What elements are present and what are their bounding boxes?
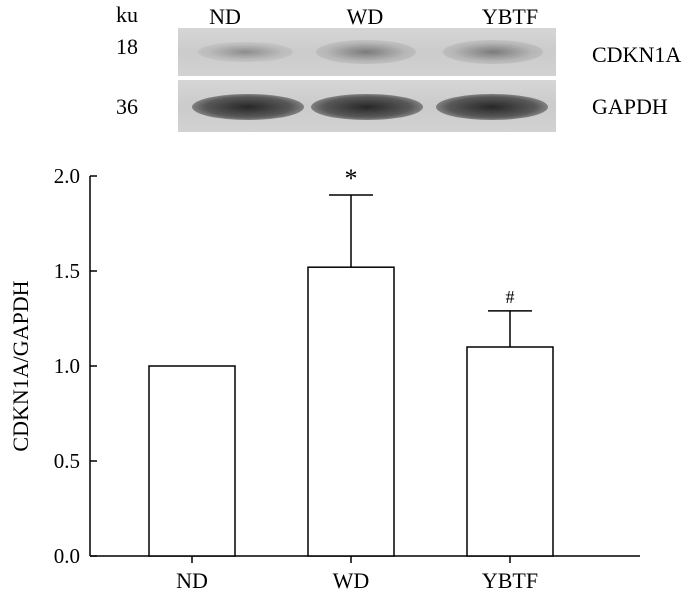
x-tick-label-wd: WD bbox=[333, 568, 370, 589]
blot-band-cdkn1a-nd bbox=[198, 42, 293, 62]
y-tick-label: 2.0 bbox=[54, 164, 80, 188]
y-tick-label: 1.0 bbox=[54, 354, 80, 378]
blot-protein-cdkn1a: CDKN1A bbox=[592, 42, 682, 67]
blot-panel-cdkn1a bbox=[178, 28, 556, 76]
x-tick-label-ybtf: YBTF bbox=[482, 568, 538, 589]
blot-lane-label-wd: WD bbox=[346, 4, 384, 29]
blot-panel-gapdh bbox=[178, 80, 556, 132]
bar-ybtf bbox=[466, 346, 554, 557]
blot-marker-36: 36 bbox=[116, 94, 138, 119]
significance-mark-wd: * bbox=[345, 164, 358, 193]
blot-lane-label-nd: ND bbox=[209, 4, 241, 29]
y-tick-label: 0.0 bbox=[54, 544, 80, 568]
blot-lane-label-ybtf: YBTF bbox=[481, 4, 539, 29]
blot-band-gapdh-wd bbox=[311, 94, 423, 120]
y-tick-label: 1.5 bbox=[54, 259, 80, 283]
western-blot: ku ND WD YBTF 18 36 CDKN1A GAPDH bbox=[0, 0, 700, 135]
bar-nd bbox=[148, 365, 236, 557]
blot-band-cdkn1a-wd bbox=[316, 40, 416, 64]
blot-unit-label: ku bbox=[116, 2, 138, 27]
y-tick-label: 0.5 bbox=[54, 449, 80, 473]
blot-band-gapdh-ybtf bbox=[436, 94, 548, 120]
x-tick-label-nd: ND bbox=[176, 568, 208, 589]
blot-band-gapdh-nd bbox=[192, 94, 304, 120]
blot-protein-gapdh: GAPDH bbox=[592, 94, 668, 119]
bar-wd bbox=[307, 266, 395, 557]
significance-mark-ybtf: # bbox=[506, 287, 515, 307]
blot-marker-18: 18 bbox=[116, 34, 138, 59]
y-axis-label: CDKN1A/GAPDH bbox=[8, 280, 33, 451]
bar-chart: 0.0 0.5 1.0 1.5 2.0 CDKN1A/GAPDH ND WD * YBTF # bbox=[8, 164, 640, 589]
blot-band-cdkn1a-ybtf bbox=[443, 40, 543, 64]
